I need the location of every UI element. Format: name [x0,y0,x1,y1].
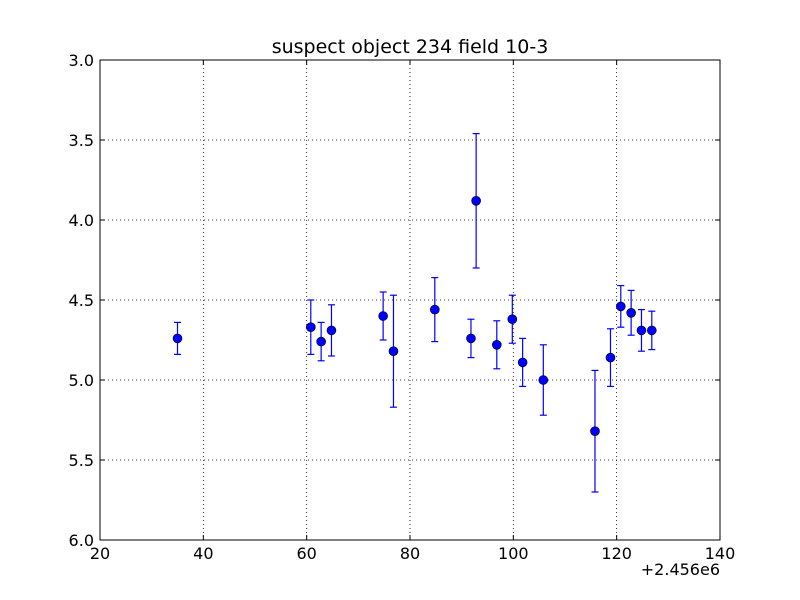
y-tick-label: 5.0 [69,371,94,390]
axis-ticks: 20 40 60 80 100 120 140 3.0 3.5 4.0 4.5 5.0 5.5 6.0 [69,51,736,563]
data-point [590,426,600,437]
data-point [466,333,476,344]
data-point [605,352,616,363]
data-series [172,133,657,493]
x-offset-label: +2.456e6 [641,560,720,579]
x-tick-label: 80 [400,544,420,563]
data-point [538,375,549,385]
x-tick-label: 20 [90,544,110,563]
x-tick-label: 40 [193,544,213,563]
x-tick-label: 60 [296,544,316,563]
y-tick-label: 4.5 [69,291,94,310]
x-tick-label: 140 [705,544,736,563]
y-tick-label: 6.0 [69,531,94,550]
grid [100,60,720,540]
y-tick-label: 4.0 [69,211,94,230]
data-point [646,325,657,336]
data-point [471,196,481,206]
data-point [172,333,183,344]
data-point [326,325,337,336]
chart-title: suspect object 234 field 10-3 [272,36,549,58]
data-point [626,307,636,318]
y-tick-label: 3.0 [69,51,94,70]
data-point [305,322,316,333]
data-point [491,339,502,350]
data-point [429,304,440,315]
data-point [517,357,528,368]
y-tick-label: 3.5 [69,131,94,150]
data-point [507,314,518,325]
data-point [316,336,326,347]
x-tick-label: 120 [601,544,632,563]
data-point [388,346,399,357]
x-tick-label: 100 [498,544,529,563]
y-tick-label: 5.5 [69,451,94,470]
data-point [615,301,626,312]
data-point [378,311,388,321]
data-point [636,325,647,336]
